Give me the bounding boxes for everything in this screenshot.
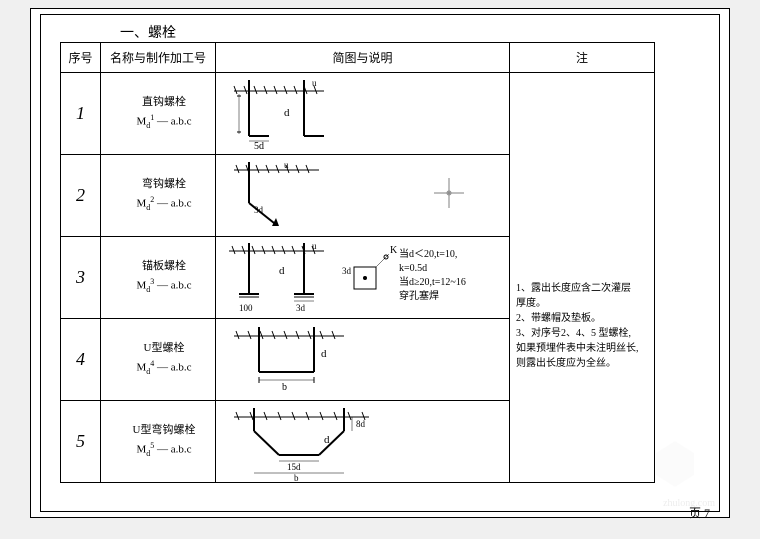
header-name: 名称与制作加工号: [101, 43, 216, 73]
formula: Md3 — a.b.c: [113, 276, 215, 297]
note-line: 则露出长度应为全丝。: [516, 356, 648, 371]
note-cell: 1、露出长度应含二次灌层 厚度。 2、带螺帽及垫板。 3、对序号2、4、5 型螺…: [510, 73, 655, 483]
note-line: 1、露出长度应含二次灌层: [516, 281, 648, 296]
diagram-cell: d u 3d 100 K 3d 当d＜20,t=10, k=0.5d 当d≥20…: [216, 237, 510, 319]
anchor-plate-diagram: d u 3d 100 K 3d 当d＜20,t=10, k=0.5d 当d≥20…: [224, 239, 509, 317]
bolt-name: 弯钩螺栓: [113, 176, 215, 194]
u-bent-bolt-diagram: d 15d b 8d: [224, 403, 384, 481]
diagram-cell: 3d u: [216, 155, 510, 237]
seq-number: 1: [76, 103, 85, 123]
note-line: 3、对序号2、4、5 型螺栓,: [516, 326, 648, 341]
note-line: 如果预埋件表中未注明丝长,: [516, 341, 648, 356]
name-cell: U型弯钩螺栓 Md5 — a.b.c: [101, 401, 216, 483]
svg-text:k=0.5d: k=0.5d: [399, 263, 427, 274]
svg-text:穿孔塞焊: 穿孔塞焊: [399, 289, 439, 302]
page-number: 页 7: [689, 504, 710, 521]
header-row: 序号 名称与制作加工号 简图与说明 注: [61, 43, 655, 73]
svg-text:3d: 3d: [254, 205, 264, 215]
name-cell: 锚板螺栓 Md3 — a.b.c: [101, 237, 216, 319]
svg-text:d: d: [284, 107, 290, 119]
bent-hook-diagram: 3d u: [224, 158, 504, 233]
svg-text:100: 100: [239, 303, 253, 313]
header-diagram: 简图与说明: [216, 43, 510, 73]
formula: Md2 — a.b.c: [113, 194, 215, 215]
svg-text:K: K: [390, 245, 398, 256]
svg-text:3d: 3d: [342, 266, 352, 276]
formula: Md4 — a.b.c: [113, 358, 215, 379]
svg-text:u: u: [312, 78, 317, 88]
section-title: 一、螺栓: [120, 22, 176, 42]
bolt-name: 直钩螺栓: [113, 94, 215, 112]
diagram-cell: 5d d u: [216, 73, 510, 155]
seq-number: 2: [76, 185, 85, 205]
svg-text:u: u: [284, 160, 289, 170]
name-cell: 直钩螺栓 Md1 — a.b.c: [101, 73, 216, 155]
seq-number: 4: [76, 349, 85, 369]
watermark-logo-icon: [650, 439, 700, 489]
page-label: 页: [689, 506, 701, 520]
formula: Md5 — a.b.c: [113, 440, 215, 461]
seq-number: 3: [76, 267, 85, 287]
note-line: 2、带螺帽及垫板。: [516, 311, 648, 326]
svg-text:b: b: [282, 382, 287, 393]
diagram-cell: d 15d b 8d: [216, 401, 510, 483]
header-note: 注: [510, 43, 655, 73]
svg-text:5d: 5d: [254, 141, 264, 151]
svg-text:d: d: [279, 265, 285, 277]
u-bolt-diagram: d b: [224, 322, 364, 397]
svg-text:当d＜20,t=10,: 当d＜20,t=10,: [399, 247, 457, 260]
seq-number: 5: [76, 431, 85, 451]
page-num-value: 7: [704, 506, 710, 520]
bolt-name: U型螺栓: [113, 340, 215, 358]
svg-text:d: d: [324, 434, 330, 446]
bolt-name: 锚板螺栓: [113, 258, 215, 276]
table-row: 1 直钩螺栓 Md1 — a.b.c 5d d: [61, 73, 655, 155]
svg-text:8d: 8d: [356, 419, 366, 429]
bolt-name: U型弯钩螺栓: [113, 422, 215, 440]
note-line: 厚度。: [516, 296, 648, 311]
header-seq: 序号: [61, 43, 101, 73]
svg-text:15d: 15d: [287, 462, 301, 472]
bolt-table: 序号 名称与制作加工号 简图与说明 注 1 直钩螺栓 Md1 — a.b.c: [60, 42, 655, 483]
straight-hook-diagram: 5d d u: [224, 76, 344, 151]
name-cell: 弯钩螺栓 Md2 — a.b.c: [101, 155, 216, 237]
name-cell: U型螺栓 Md4 — a.b.c: [101, 319, 216, 401]
svg-text:d: d: [321, 348, 327, 360]
diagram-cell: d b: [216, 319, 510, 401]
svg-text:b: b: [294, 473, 299, 481]
svg-text:u: u: [312, 241, 317, 251]
svg-text:3d: 3d: [296, 303, 306, 313]
svg-text:当d≥20,t=12~16: 当d≥20,t=12~16: [399, 275, 466, 288]
formula: Md1 — a.b.c: [113, 112, 215, 133]
